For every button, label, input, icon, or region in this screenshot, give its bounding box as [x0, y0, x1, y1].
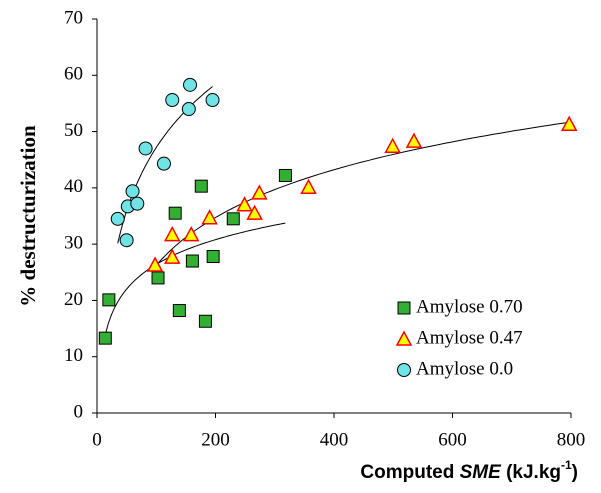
square-marker	[226, 212, 240, 226]
square-marker	[397, 301, 411, 315]
triangle-marker	[560, 115, 578, 132]
y-tick-label: 30	[64, 233, 83, 254]
triangle-marker	[384, 137, 401, 153]
x-tick-label: 400	[320, 429, 349, 450]
square-marker	[198, 314, 212, 328]
x-axis-title: Computed SME (kJ.kg-1)	[360, 458, 578, 483]
circle-marker	[125, 184, 140, 199]
x-tick-label: 600	[438, 429, 467, 450]
square-marker	[98, 331, 112, 345]
square-marker	[194, 179, 208, 193]
circle-marker	[397, 363, 411, 377]
circle-marker	[138, 141, 153, 156]
circle-marker	[156, 156, 171, 171]
square-marker	[185, 254, 199, 268]
square-marker	[151, 271, 165, 285]
y-tick-label: 60	[64, 64, 83, 85]
circle-marker	[205, 93, 220, 108]
y-tick-label: 50	[64, 120, 83, 141]
y-tick-label: 40	[64, 176, 83, 197]
triangle-marker	[251, 184, 268, 200]
circle-marker	[183, 77, 198, 92]
legend-label: Amylose 0.70	[416, 296, 523, 317]
square-marker	[206, 250, 220, 264]
square-marker	[278, 168, 292, 182]
triangle-marker	[246, 204, 263, 220]
triangle-marker	[163, 248, 181, 264]
legend-label: Amylose 0.47	[416, 327, 523, 348]
y-tick-label: 0	[74, 401, 84, 422]
triangle-marker	[182, 225, 200, 242]
trend-line	[154, 121, 570, 267]
circle-marker	[110, 211, 125, 226]
triangle-marker	[395, 330, 413, 346]
square-marker	[102, 293, 116, 307]
triangle-marker	[236, 196, 253, 212]
x-tick-label: 0	[92, 429, 102, 450]
triangle-marker	[146, 256, 164, 272]
trend-line	[104, 222, 286, 335]
y-axis-title: % destructurization	[16, 125, 40, 307]
triangle-marker	[300, 178, 317, 195]
y-tick-label: 10	[64, 345, 83, 366]
y-tick-label: 20	[64, 289, 83, 310]
circle-marker	[181, 102, 196, 117]
legend-label: Amylose 0.0	[416, 358, 513, 379]
triangle-marker	[405, 132, 423, 148]
x-tick-label: 800	[557, 429, 586, 450]
x-tick-label: 200	[201, 429, 230, 450]
triangle-marker	[201, 209, 218, 225]
square-marker	[168, 206, 182, 220]
circle-marker	[165, 93, 180, 108]
circle-marker	[119, 233, 134, 248]
y-tick-label: 70	[64, 7, 83, 28]
triangle-marker	[163, 225, 181, 242]
square-marker	[172, 304, 186, 318]
circle-marker	[130, 196, 145, 211]
